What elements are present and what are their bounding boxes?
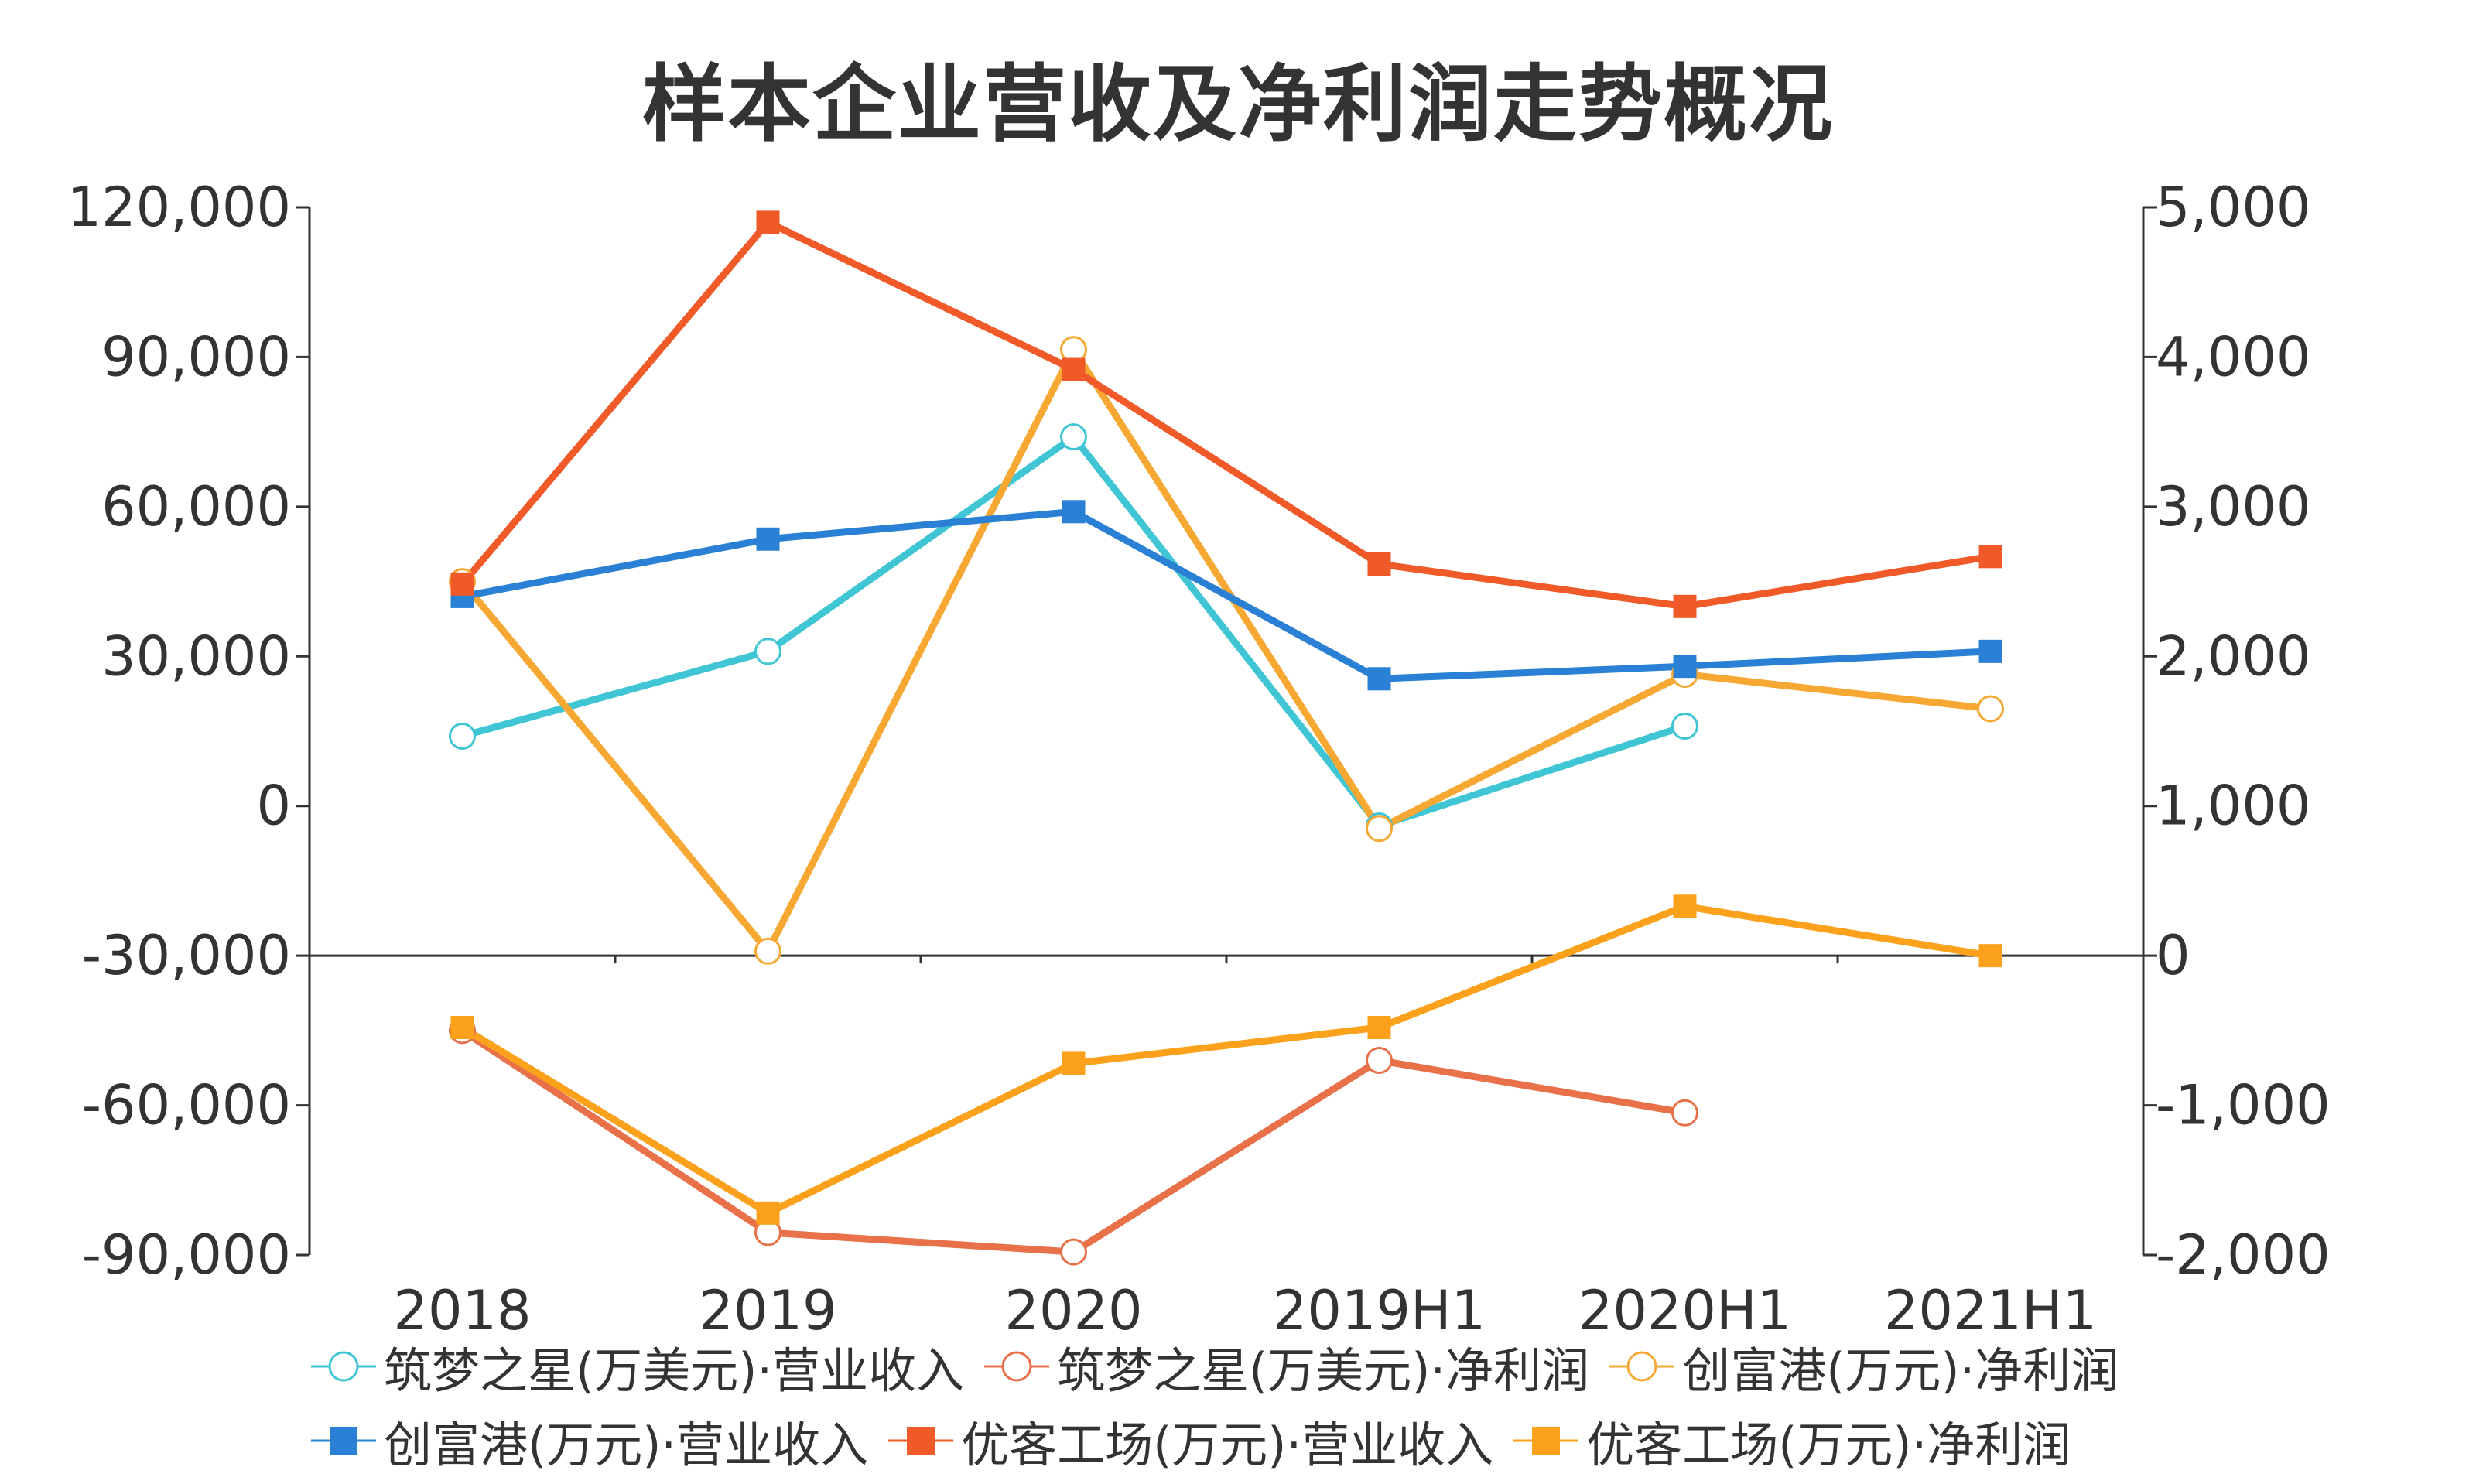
y-left-tick-label: -30,000 [82, 924, 291, 987]
data-point-circle [756, 939, 781, 963]
legend-item: 优客工场(万元)·营业收入 [887, 1406, 1493, 1475]
legend-square-marker [1532, 1427, 1560, 1455]
data-point-square [1062, 1051, 1086, 1075]
chart-series-markers [450, 210, 2003, 1264]
data-point-square [1674, 894, 1697, 918]
data-point-square [757, 210, 780, 234]
data-point-circle [1673, 1100, 1698, 1125]
legend-label: 创富港(万元)·营业收入 [384, 1406, 868, 1475]
y-left-tick-label: 90,000 [101, 325, 291, 388]
data-point-square [1368, 552, 1391, 576]
data-point-square [1062, 500, 1086, 523]
series-line [463, 906, 1991, 1213]
chart-legend: 筑梦之星(万美元)·营业收入 筑梦之星(万美元)·净利润 创富港(万元)·净利润 创… [310, 1329, 2244, 1478]
y-right-tick-label: 4,000 [2156, 325, 2310, 388]
data-point-square [1979, 944, 2002, 967]
data-point-square [1062, 358, 1086, 381]
legend-label: 筑梦之星(万美元)·净利润 [1057, 1332, 1589, 1401]
data-point-circle [1673, 714, 1698, 739]
data-point-circle [756, 639, 781, 664]
legend-item: 筑梦之星(万美元)·净利润 [983, 1332, 1589, 1401]
y-right-tick-label: 2,000 [2156, 624, 2310, 688]
data-point-square [1674, 595, 1697, 618]
y-left-tick-label: 0 [256, 774, 291, 838]
legend-label: 筑梦之星(万美元)·营业收入 [384, 1332, 964, 1401]
chart-axes: 120,000 90,000 60,000 30,000 0 -30,000 -60,000… [67, 176, 2331, 1342]
data-point-circle [1367, 816, 1392, 841]
legend-circle-marker [1003, 1352, 1031, 1380]
y-right-tick-label: 5,000 [2156, 176, 2310, 239]
legend-circle-marker [1628, 1352, 1656, 1380]
y-left-tick-label: -60,000 [82, 1074, 291, 1137]
legend-label: 优客工场(万元)·营业收入 [961, 1406, 1493, 1475]
data-point-circle [1062, 1240, 1086, 1264]
legend-square-marker [330, 1427, 357, 1455]
data-point-square [451, 1016, 474, 1039]
legend-label: 创富港(万元)·净利润 [1682, 1332, 2119, 1401]
data-point-circle [1367, 1048, 1392, 1073]
data-point-square [757, 1202, 780, 1225]
y-right-tick-label: 1,000 [2156, 774, 2310, 838]
data-point-square [1979, 545, 2002, 568]
legend-swatch [310, 1422, 378, 1459]
y-left-tick-label: -90,000 [82, 1223, 291, 1287]
y-right-tick-label: -1,000 [2156, 1074, 2331, 1137]
y-left-tick-label: 60,000 [101, 475, 291, 539]
legend-swatch [1512, 1422, 1580, 1459]
data-point-square [451, 573, 474, 596]
legend-square-marker [907, 1427, 935, 1455]
series-line [463, 350, 1991, 952]
legend-swatch [310, 1348, 378, 1385]
legend-swatch [1608, 1348, 1676, 1385]
data-point-square [1368, 1016, 1391, 1039]
legend-item: 筑梦之星(万美元)·营业收入 [310, 1332, 964, 1401]
legend-item: 创富港(万元)·净利润 [1608, 1332, 2119, 1401]
legend-circle-marker [330, 1352, 357, 1380]
y-left-tick-label: 120,000 [67, 176, 291, 239]
y-right-tick-label: 0 [2156, 924, 2190, 987]
y-right-tick-label: -2,000 [2156, 1223, 2331, 1287]
legend-swatch [887, 1422, 955, 1459]
data-point-square [1368, 667, 1391, 690]
series-line [463, 222, 1991, 606]
legend-swatch [983, 1348, 1051, 1385]
data-point-circle [450, 723, 475, 748]
legend-row: 筑梦之星(万美元)·营业收入 筑梦之星(万美元)·净利润 创富港(万元)·净利润 [310, 1329, 2244, 1404]
data-point-square [1979, 640, 2002, 663]
legend-row: 创富港(万元)·营业收入 优客工场(万元)·营业收入 优客工场(万元)·净利润 [310, 1404, 2244, 1478]
chart-series-lines [463, 222, 1991, 1252]
y-right-tick-label: 3,000 [2156, 475, 2310, 539]
line-chart: 120,000 90,000 60,000 30,000 0 -30,000 -60,000… [0, 0, 2476, 1484]
legend-item: 优客工场(万元)·净利润 [1512, 1406, 2071, 1475]
legend-label: 优客工场(万元)·净利润 [1586, 1406, 2071, 1475]
data-point-square [1674, 655, 1697, 678]
y-left-tick-label: 30,000 [101, 624, 291, 688]
data-point-square [757, 528, 780, 551]
data-point-circle [1978, 696, 2003, 721]
legend-item: 创富港(万元)·营业收入 [310, 1406, 868, 1475]
data-point-circle [1062, 425, 1086, 450]
